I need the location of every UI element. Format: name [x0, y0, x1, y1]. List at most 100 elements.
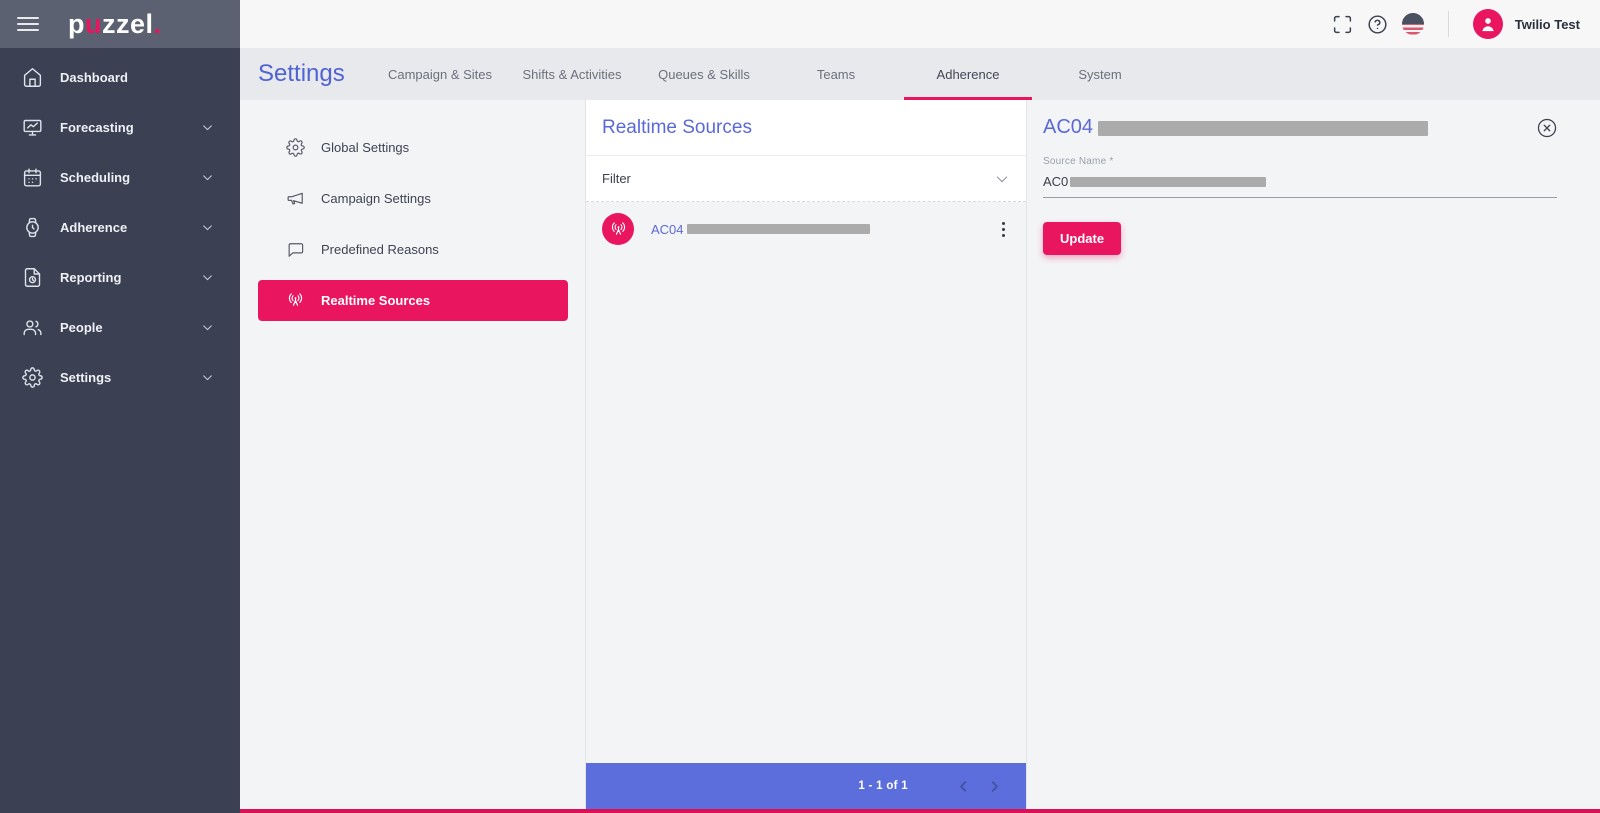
user-avatar[interactable] [1472, 9, 1503, 39]
gear-icon [286, 138, 305, 157]
subnav-item-realtime-sources[interactable]: Realtime Sources [258, 280, 568, 321]
sidebar-item-label: Reporting [60, 269, 122, 285]
pagination-next-button[interactable] [979, 779, 1010, 794]
report-icon [24, 267, 41, 287]
pagination-prev-button[interactable] [948, 779, 979, 794]
sidebar-item-label: People [60, 319, 103, 335]
topbar-divider [1447, 11, 1449, 37]
close-panel-button[interactable] [1536, 117, 1558, 139]
sidebar-item-dashboard[interactable]: Dashboard [0, 52, 240, 102]
topbar: Twilio Test [240, 0, 1600, 48]
chevron-down-icon [203, 224, 212, 230]
tab-adherence[interactable]: Adherence [902, 48, 1034, 100]
sidebar-nav: Dashboard Forecasting Scheduling Adheren… [0, 48, 240, 402]
main-area: Twilio Test Settings Campaign & Sites Sh… [240, 0, 1600, 813]
logo-dot: . [153, 8, 162, 39]
chevron-left-icon [960, 780, 967, 792]
antenna-icon [611, 221, 625, 235]
tab-shifts-activities[interactable]: Shifts & Activities [522, 66, 622, 82]
source-avatar [602, 213, 634, 245]
redacted-title-bar [1098, 121, 1429, 136]
close-icon [1537, 118, 1557, 137]
sidebar-item-reporting[interactable]: Reporting [0, 252, 240, 302]
subnav-item-global-settings[interactable]: Global Settings [258, 127, 568, 168]
fullscreen-icon [1333, 15, 1351, 33]
detail-header: AC04 [1043, 116, 1584, 139]
megaphone-icon [287, 192, 303, 205]
page-title: Settings [258, 60, 345, 87]
chevron-down-icon [203, 124, 212, 130]
source-name-input[interactable]: AC0 [1043, 174, 1557, 198]
redacted-text-bar [686, 224, 870, 234]
update-button[interactable]: Update [1043, 222, 1122, 255]
subnav-item-label: Realtime Sources [321, 293, 431, 308]
sidebar-item-label: Dashboard [60, 69, 128, 85]
sidebar-header: puzzel. [0, 0, 240, 48]
panel-title: Realtime Sources [602, 116, 752, 138]
detail-title: AC04 [1043, 116, 1094, 138]
hamburger-menu-icon[interactable] [17, 17, 39, 31]
help-icon [1368, 14, 1387, 34]
subnav-item-campaign-settings[interactable]: Campaign Settings [258, 178, 568, 219]
calendar-icon [23, 167, 42, 187]
antenna-icon [288, 293, 303, 306]
chevron-down-icon [203, 274, 212, 280]
sidebar-item-scheduling[interactable]: Scheduling [0, 152, 240, 202]
language-flag-us-icon[interactable] [1401, 13, 1424, 35]
sidebar-item-adherence[interactable]: Adherence [0, 202, 240, 252]
content-area: Global Settings Campaign Settings Predef… [240, 100, 1600, 813]
subnav-item-label: Global Settings [321, 140, 410, 155]
sidebar-item-label: Forecasting [60, 119, 134, 135]
tab-teams[interactable]: Teams [816, 66, 856, 82]
subnav-item-predefined-reasons[interactable]: Predefined Reasons [258, 229, 568, 270]
sidebar-item-people[interactable]: People [0, 302, 240, 352]
tab-system[interactable]: System [1078, 66, 1122, 82]
realtime-sources-panel: Realtime Sources Filter AC04 1 - 1 of 1 [585, 100, 1027, 813]
sidebar-item-settings[interactable]: Settings [0, 352, 240, 402]
settings-tabbar: Settings Campaign & Sites Shifts & Activ… [240, 48, 1600, 100]
logo-accent-letter: u [85, 8, 102, 39]
list-empty-space [586, 256, 1026, 763]
tabs: Campaign & Sites Shifts & Activities Que… [374, 48, 1166, 100]
pagination-bar: 1 - 1 of 1 [586, 763, 1026, 809]
tab-campaign-sites[interactable]: Campaign & Sites [387, 66, 493, 82]
source-name-link[interactable]: AC04 [651, 221, 684, 237]
sidebar-item-label: Adherence [60, 219, 128, 235]
source-name-label: Source Name * [1043, 156, 1114, 167]
bottom-accent-line [240, 809, 1600, 813]
subnav-item-label: Predefined Reasons [321, 242, 439, 257]
chevron-down-icon [203, 374, 212, 380]
home-icon [23, 67, 42, 87]
speech-bubble-icon [288, 243, 304, 257]
chevron-right-icon [991, 780, 998, 792]
tab-queues-skills[interactable]: Queues & Skills [658, 66, 750, 82]
filter-label: Filter [602, 171, 631, 186]
gear-icon [22, 366, 43, 388]
source-name-field: Source Name * AC0 [1043, 156, 1557, 198]
logo-text: p [68, 8, 85, 39]
people-icon [23, 319, 42, 335]
logo-text-rest: zzel [102, 8, 154, 39]
sidebar-item-label: Scheduling [60, 169, 131, 185]
watch-icon [26, 217, 39, 237]
fullscreen-button[interactable] [1332, 14, 1353, 35]
filter-dropdown[interactable]: Filter [586, 156, 1026, 202]
sidebar-item-label: Settings [60, 369, 112, 385]
person-icon [1482, 18, 1494, 32]
settings-subnav: Global Settings Campaign Settings Predef… [240, 100, 585, 813]
panel-header: Realtime Sources [586, 100, 1026, 156]
user-name: Twilio Test [1514, 16, 1580, 32]
source-list-item: AC04 [586, 202, 1026, 256]
flag-canton [1401, 13, 1424, 24]
pagination-range-label: 1 - 1 of 1 [858, 780, 908, 792]
puzzel-logo: puzzel. [68, 9, 162, 40]
kebab-menu-icon[interactable] [997, 217, 1010, 242]
source-name-value: AC0 [1043, 174, 1069, 189]
chevron-down-icon [996, 175, 1008, 182]
help-button[interactable] [1367, 14, 1388, 35]
redacted-value-bar [1070, 176, 1267, 187]
forecasting-icon [23, 119, 42, 136]
source-detail-panel: AC04 Source Name * AC0 Update [1027, 100, 1600, 813]
sidebar-item-forecasting[interactable]: Forecasting [0, 102, 240, 152]
